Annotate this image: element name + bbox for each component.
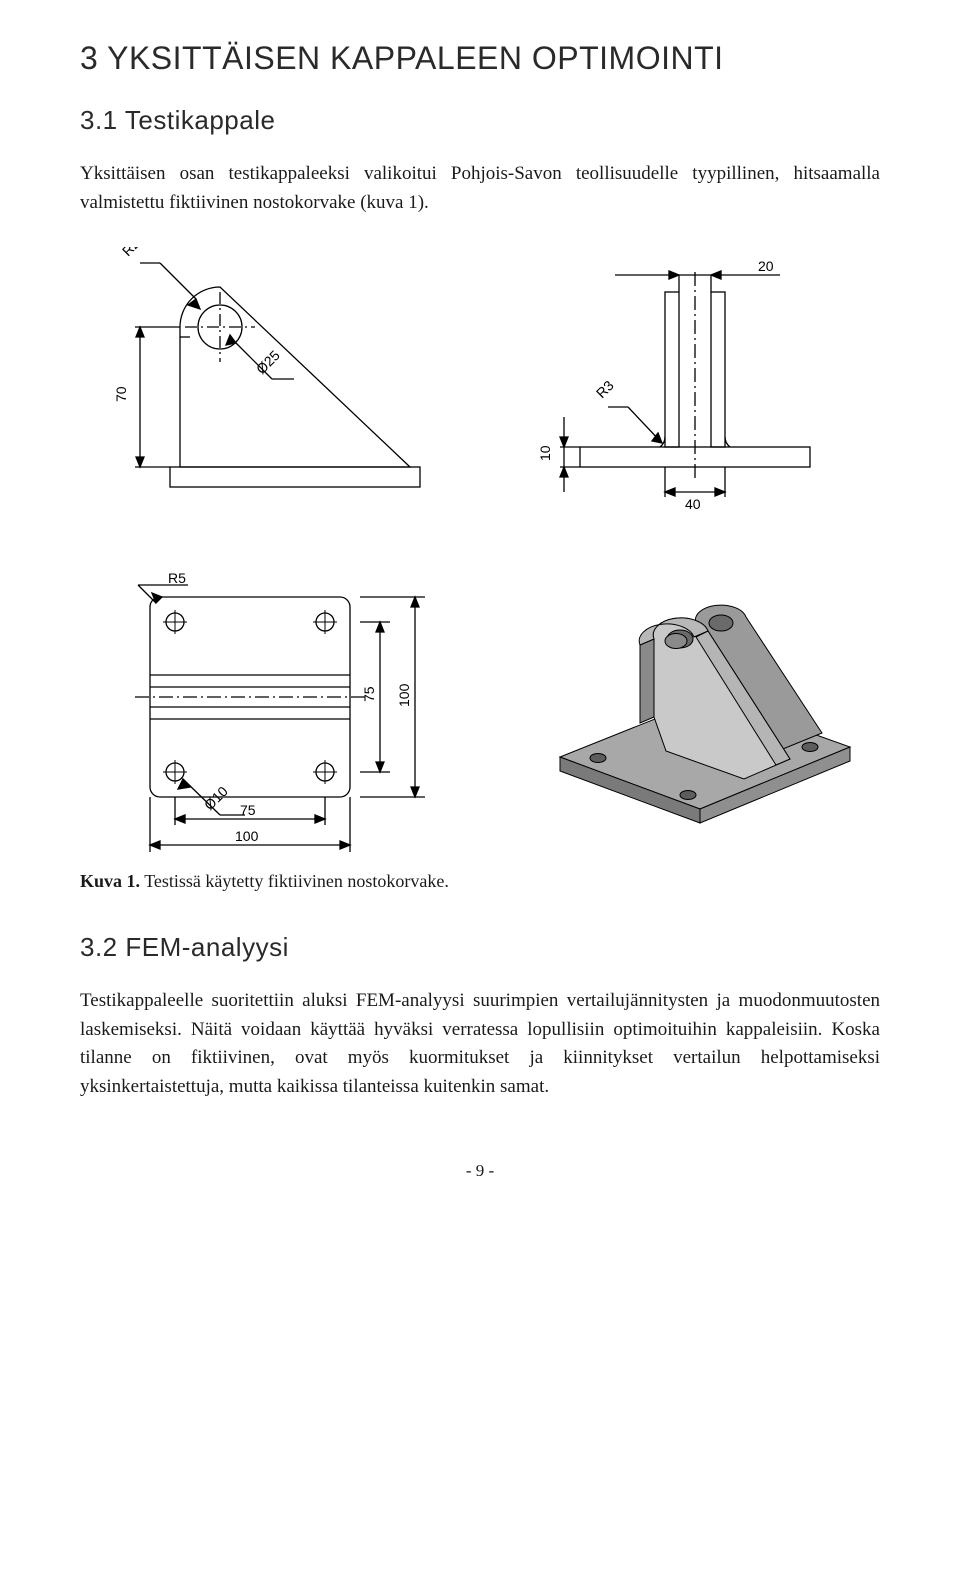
dim-d10: Ø10 <box>201 783 231 813</box>
dim-d25: Ø25 <box>253 347 283 377</box>
paragraph-intro: Yksittäisen osan testikappaleeksi valiko… <box>80 160 880 217</box>
drawing-front-view: 20 R3 10 40 <box>520 247 880 517</box>
paragraph-fem: Testikappaleelle suoritettiin aluksi FEM… <box>80 987 880 1101</box>
page-number: - 9 - <box>80 1161 880 1181</box>
dim-h10: 10 <box>537 445 553 461</box>
caption-label: Kuva 1. <box>80 871 140 891</box>
dim-h75: 75 <box>361 686 377 702</box>
section-heading: 3 YKSITTÄISEN KAPPALEEN OPTIMOINTI <box>80 40 880 77</box>
drawing-side-view: R25 Ø25 70 <box>80 247 450 517</box>
dim-w20: 20 <box>758 258 774 274</box>
subsection-heading-1: 3.1 Testikappale <box>80 105 880 136</box>
dim-r25: R25 <box>119 247 149 259</box>
dim-h70: 70 <box>113 386 129 402</box>
dim-r3: R3 <box>593 377 617 401</box>
subsection-heading-2: 3.2 FEM-analyysi <box>80 932 880 963</box>
figure-caption: Kuva 1. Testissä käytetty fiktiivinen no… <box>80 871 880 892</box>
drawing-isometric <box>520 557 880 847</box>
dim-h100: 100 <box>396 683 412 707</box>
figure-1: R25 Ø25 70 <box>80 247 880 857</box>
dim-w40: 40 <box>685 496 701 512</box>
dim-r5: R5 <box>168 570 186 586</box>
caption-text: Testissä käytetty fiktiivinen nostokorva… <box>140 871 449 891</box>
dim-w100: 100 <box>235 828 259 844</box>
dim-w75: 75 <box>240 802 256 818</box>
drawing-top-view: R5 75 100 75 100 Ø10 <box>80 557 480 857</box>
